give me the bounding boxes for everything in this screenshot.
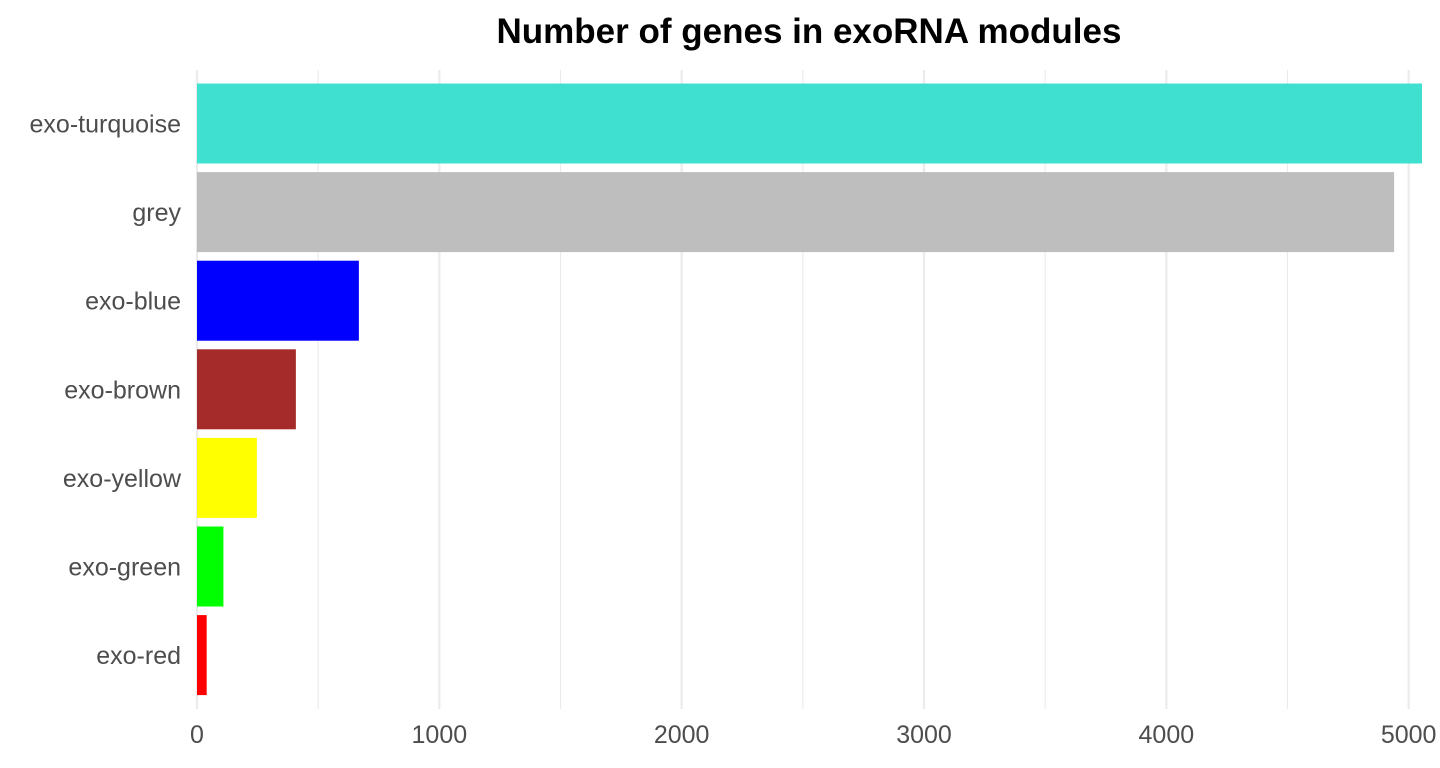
x-tick-label: 0 [190,721,204,749]
bars [197,83,1422,696]
bar-grey [197,172,1395,253]
bar-exo-blue [197,260,359,341]
bar-exo-brown [197,349,296,430]
bar-exo-red [197,615,207,696]
y-tick-label: grey [132,199,181,227]
y-tick-label: exo-yellow [63,465,182,493]
grid-lines [195,70,1410,709]
y-tick-label: exo-turquoise [30,111,181,139]
y-axis-labels: exo-turquoise grey exo-blue exo-brown exo-ye… [30,111,182,671]
y-tick-label: exo-red [96,642,181,670]
x-tick-label: 3000 [896,721,952,749]
bar-exo-green [197,526,224,607]
bar-exo-yellow [197,437,257,518]
y-tick-label: exo-green [68,554,181,582]
x-tick-label: 4000 [1139,721,1195,749]
bar-exo-turquoise [197,83,1422,164]
x-axis-labels: 0 1000 2000 3000 4000 5000 [190,721,1436,749]
y-tick-label: exo-brown [64,376,181,404]
y-tick-label: exo-blue [85,288,181,316]
x-tick-label: 5000 [1381,721,1437,749]
x-tick-label: 2000 [654,721,710,749]
chart-title: Number of genes in exoRNA modules [497,12,1122,51]
x-tick-label: 1000 [412,721,468,749]
